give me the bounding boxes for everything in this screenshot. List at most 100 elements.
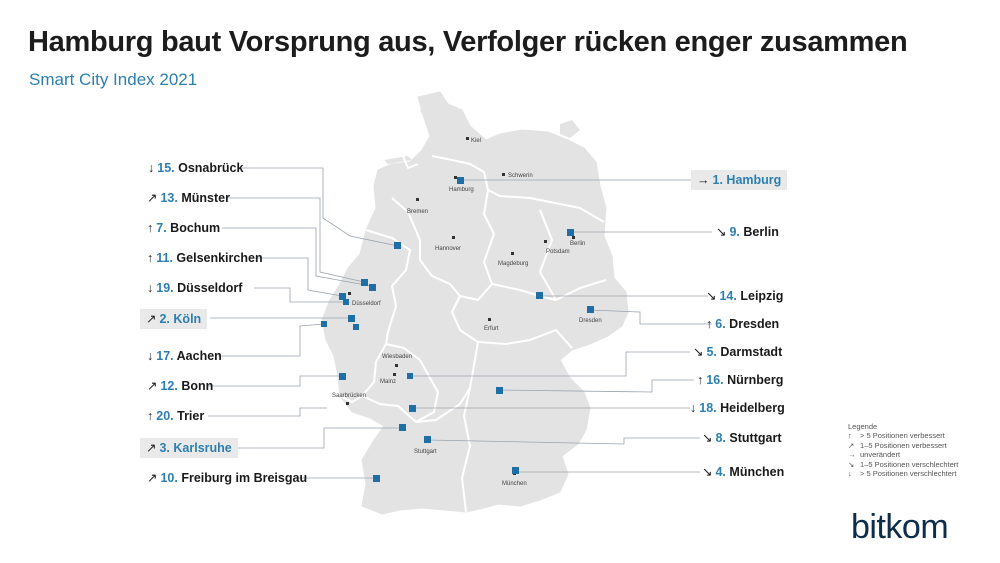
city-name: Köln — [173, 312, 202, 326]
capital-marker-magdeburg — [511, 252, 514, 255]
trend-arrow: ↓ — [690, 401, 697, 415]
rank-number: 13. — [160, 191, 178, 205]
island-ruegen — [560, 120, 580, 138]
legend: Legende ↑ > 5 Positionen verbessert ↗ 1–5 … — [848, 422, 958, 478]
city-name: Bochum — [170, 221, 221, 235]
legend-text: > 5 Positionen verschlechtert — [860, 469, 957, 479]
ranking-label-koeln: ↗ 2. Köln — [140, 309, 208, 329]
city-name: Nürnberg — [727, 373, 784, 387]
city-markers — [321, 177, 594, 482]
rank-number: 7. — [156, 221, 167, 235]
city-name: Münster — [181, 191, 230, 205]
place-label: Hamburg — [449, 187, 474, 193]
place-label: Berlin — [570, 241, 585, 247]
ranking-label-dresden: ↑ 6. Dresden — [706, 316, 779, 332]
city-name: Leipzig — [740, 289, 784, 303]
city-name: Düsseldorf — [177, 281, 243, 295]
page-title: Hamburg baut Vorsprung aus, Verfolger rü… — [28, 26, 908, 58]
legend-text: 1–5 Positionen verschlechtert — [860, 459, 959, 469]
trend-arrow: ↓ — [147, 349, 154, 363]
legend-symbol: ↓ — [848, 469, 852, 479]
city-name: Dresden — [729, 317, 780, 331]
rank-number: 16. — [706, 373, 724, 387]
legend-item: ↘ 1–5 Positionen verschlechtert — [848, 460, 958, 469]
city-name: Bonn — [181, 379, 214, 393]
city-name: Karlsruhe — [173, 441, 232, 455]
city-name: Aachen — [176, 349, 222, 363]
trend-arrow: ↑ — [147, 251, 154, 265]
capital-marker-schwerin — [502, 173, 505, 176]
capital-marker-saarbruecken — [346, 402, 349, 405]
city-name: Osnabrück — [178, 161, 244, 175]
city-marker-koeln — [348, 315, 355, 322]
legend-text: 1–5 Positionen verbessert — [860, 440, 947, 450]
city-marker-muenchen — [512, 467, 519, 474]
legend-item: → unverändert — [848, 450, 958, 459]
trend-arrow: ↘ — [706, 289, 717, 303]
ranking-label-heidelberg: ↓ 18. Heidelberg — [690, 400, 785, 416]
trend-arrow: → — [697, 173, 710, 187]
city-marker-berlin — [567, 229, 574, 236]
ranking-label-darmstadt: ↘ 5. Darmstadt — [693, 344, 782, 360]
place-label: Hannover — [435, 246, 461, 252]
trend-arrow: ↑ — [147, 409, 154, 423]
city-marker-stuttgart — [424, 436, 431, 443]
city-marker-heidelberg — [409, 405, 416, 412]
trend-arrow: ↘ — [702, 465, 713, 479]
trend-arrow: ↗ — [147, 471, 158, 485]
city-marker-nuernberg — [496, 387, 503, 394]
place-label: Kiel — [471, 138, 481, 144]
trend-arrow: ↗ — [147, 379, 158, 393]
place-label: Schwerin — [508, 173, 533, 179]
bitkom-logo: bitkom — [851, 508, 949, 546]
trend-arrow: ↓ — [148, 161, 155, 175]
trend-arrow: ↘ — [693, 345, 704, 359]
city-marker-karlsruhe — [399, 424, 406, 431]
page-subtitle: Smart City Index 2021 — [29, 70, 198, 89]
city-name: Stuttgart — [729, 431, 782, 445]
place-label: Potsdam — [546, 249, 570, 255]
ranking-label-freiburg: ↗ 10. Freiburg im Breisgau — [147, 470, 307, 486]
city-marker-gelsenkirchen — [339, 293, 346, 300]
rank-number: 3. — [159, 441, 170, 455]
city-name: München — [729, 465, 785, 479]
city-marker-aachen — [321, 321, 327, 327]
legend-item: ↓ > 5 Positionen verschlechtert — [848, 469, 958, 478]
island-east-frisian — [384, 156, 412, 164]
city-name: Trier — [177, 409, 205, 423]
ranking-label-bochum: ↑ 7. Bochum — [147, 220, 220, 236]
ranking-label-stuttgart: ↘ 8. Stuttgart — [702, 430, 781, 446]
capital-marker-kiel — [466, 137, 469, 140]
capital-marker-duesseldorf — [348, 292, 351, 295]
rank-number: 19. — [156, 281, 174, 295]
rank-number: 14. — [719, 289, 737, 303]
rank-number: 1. — [712, 173, 723, 187]
ranking-label-muenchen: ↘ 4. München — [702, 464, 784, 480]
ranking-label-muenster: ↗ 13. Münster — [147, 190, 230, 206]
ranking-label-nuernberg: ↑ 16. Nürnberg — [697, 372, 783, 388]
city-marker-osnabrueck — [394, 242, 401, 249]
rank-number: 18. — [699, 401, 717, 415]
capital-marker-mainz — [393, 373, 396, 376]
city-marker-darmstadt — [407, 373, 413, 379]
capital-marker-bremen — [416, 198, 419, 201]
capital-marker-potsdam — [544, 240, 547, 243]
capital-marker-erfurt — [488, 318, 491, 321]
rank-number: 9. — [729, 225, 740, 239]
trend-arrow: ↑ — [706, 317, 713, 331]
legend-symbol: ↗ — [848, 440, 855, 450]
legend-title: Legende — [848, 422, 878, 431]
capital-marker-berlin — [572, 236, 575, 239]
capital-marker-hannover — [452, 236, 455, 239]
rank-number: 4. — [715, 465, 726, 479]
ranking-label-gelsenkirchen: ↑ 11. Gelsenkirchen — [147, 250, 263, 266]
ranking-label-duesseldorf: ↓ 19. Düsseldorf — [147, 280, 242, 296]
ranking-label-bonn: ↗ 12. Bonn — [147, 378, 213, 394]
place-label: Stuttgart — [414, 449, 437, 455]
place-label: Mainz — [380, 379, 396, 385]
trend-arrow: ↗ — [146, 312, 157, 326]
rank-number: 8. — [715, 431, 726, 445]
rank-number: 17. — [156, 349, 174, 363]
place-label: Saarbrücken — [332, 393, 366, 399]
legend-item: ↑ > 5 Positionen verbessert — [848, 431, 958, 440]
